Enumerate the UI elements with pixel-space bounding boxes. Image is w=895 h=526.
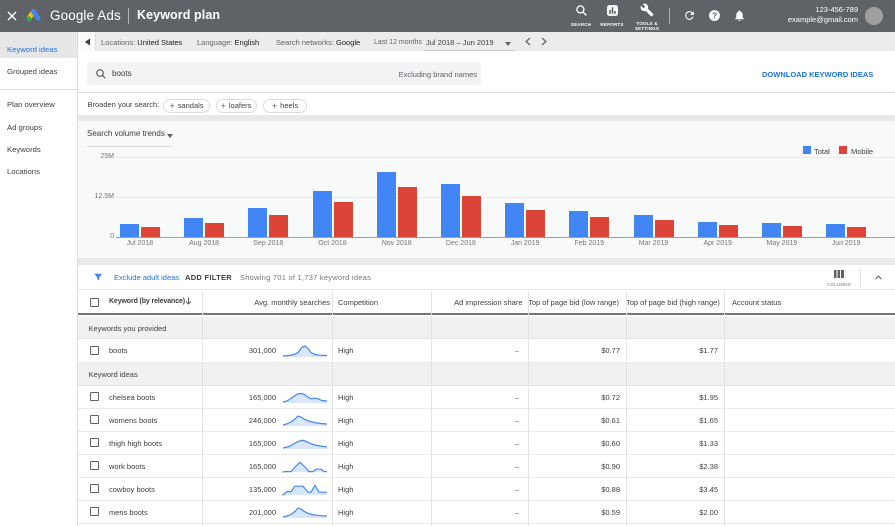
svg-text:?: ? bbox=[712, 10, 717, 20]
